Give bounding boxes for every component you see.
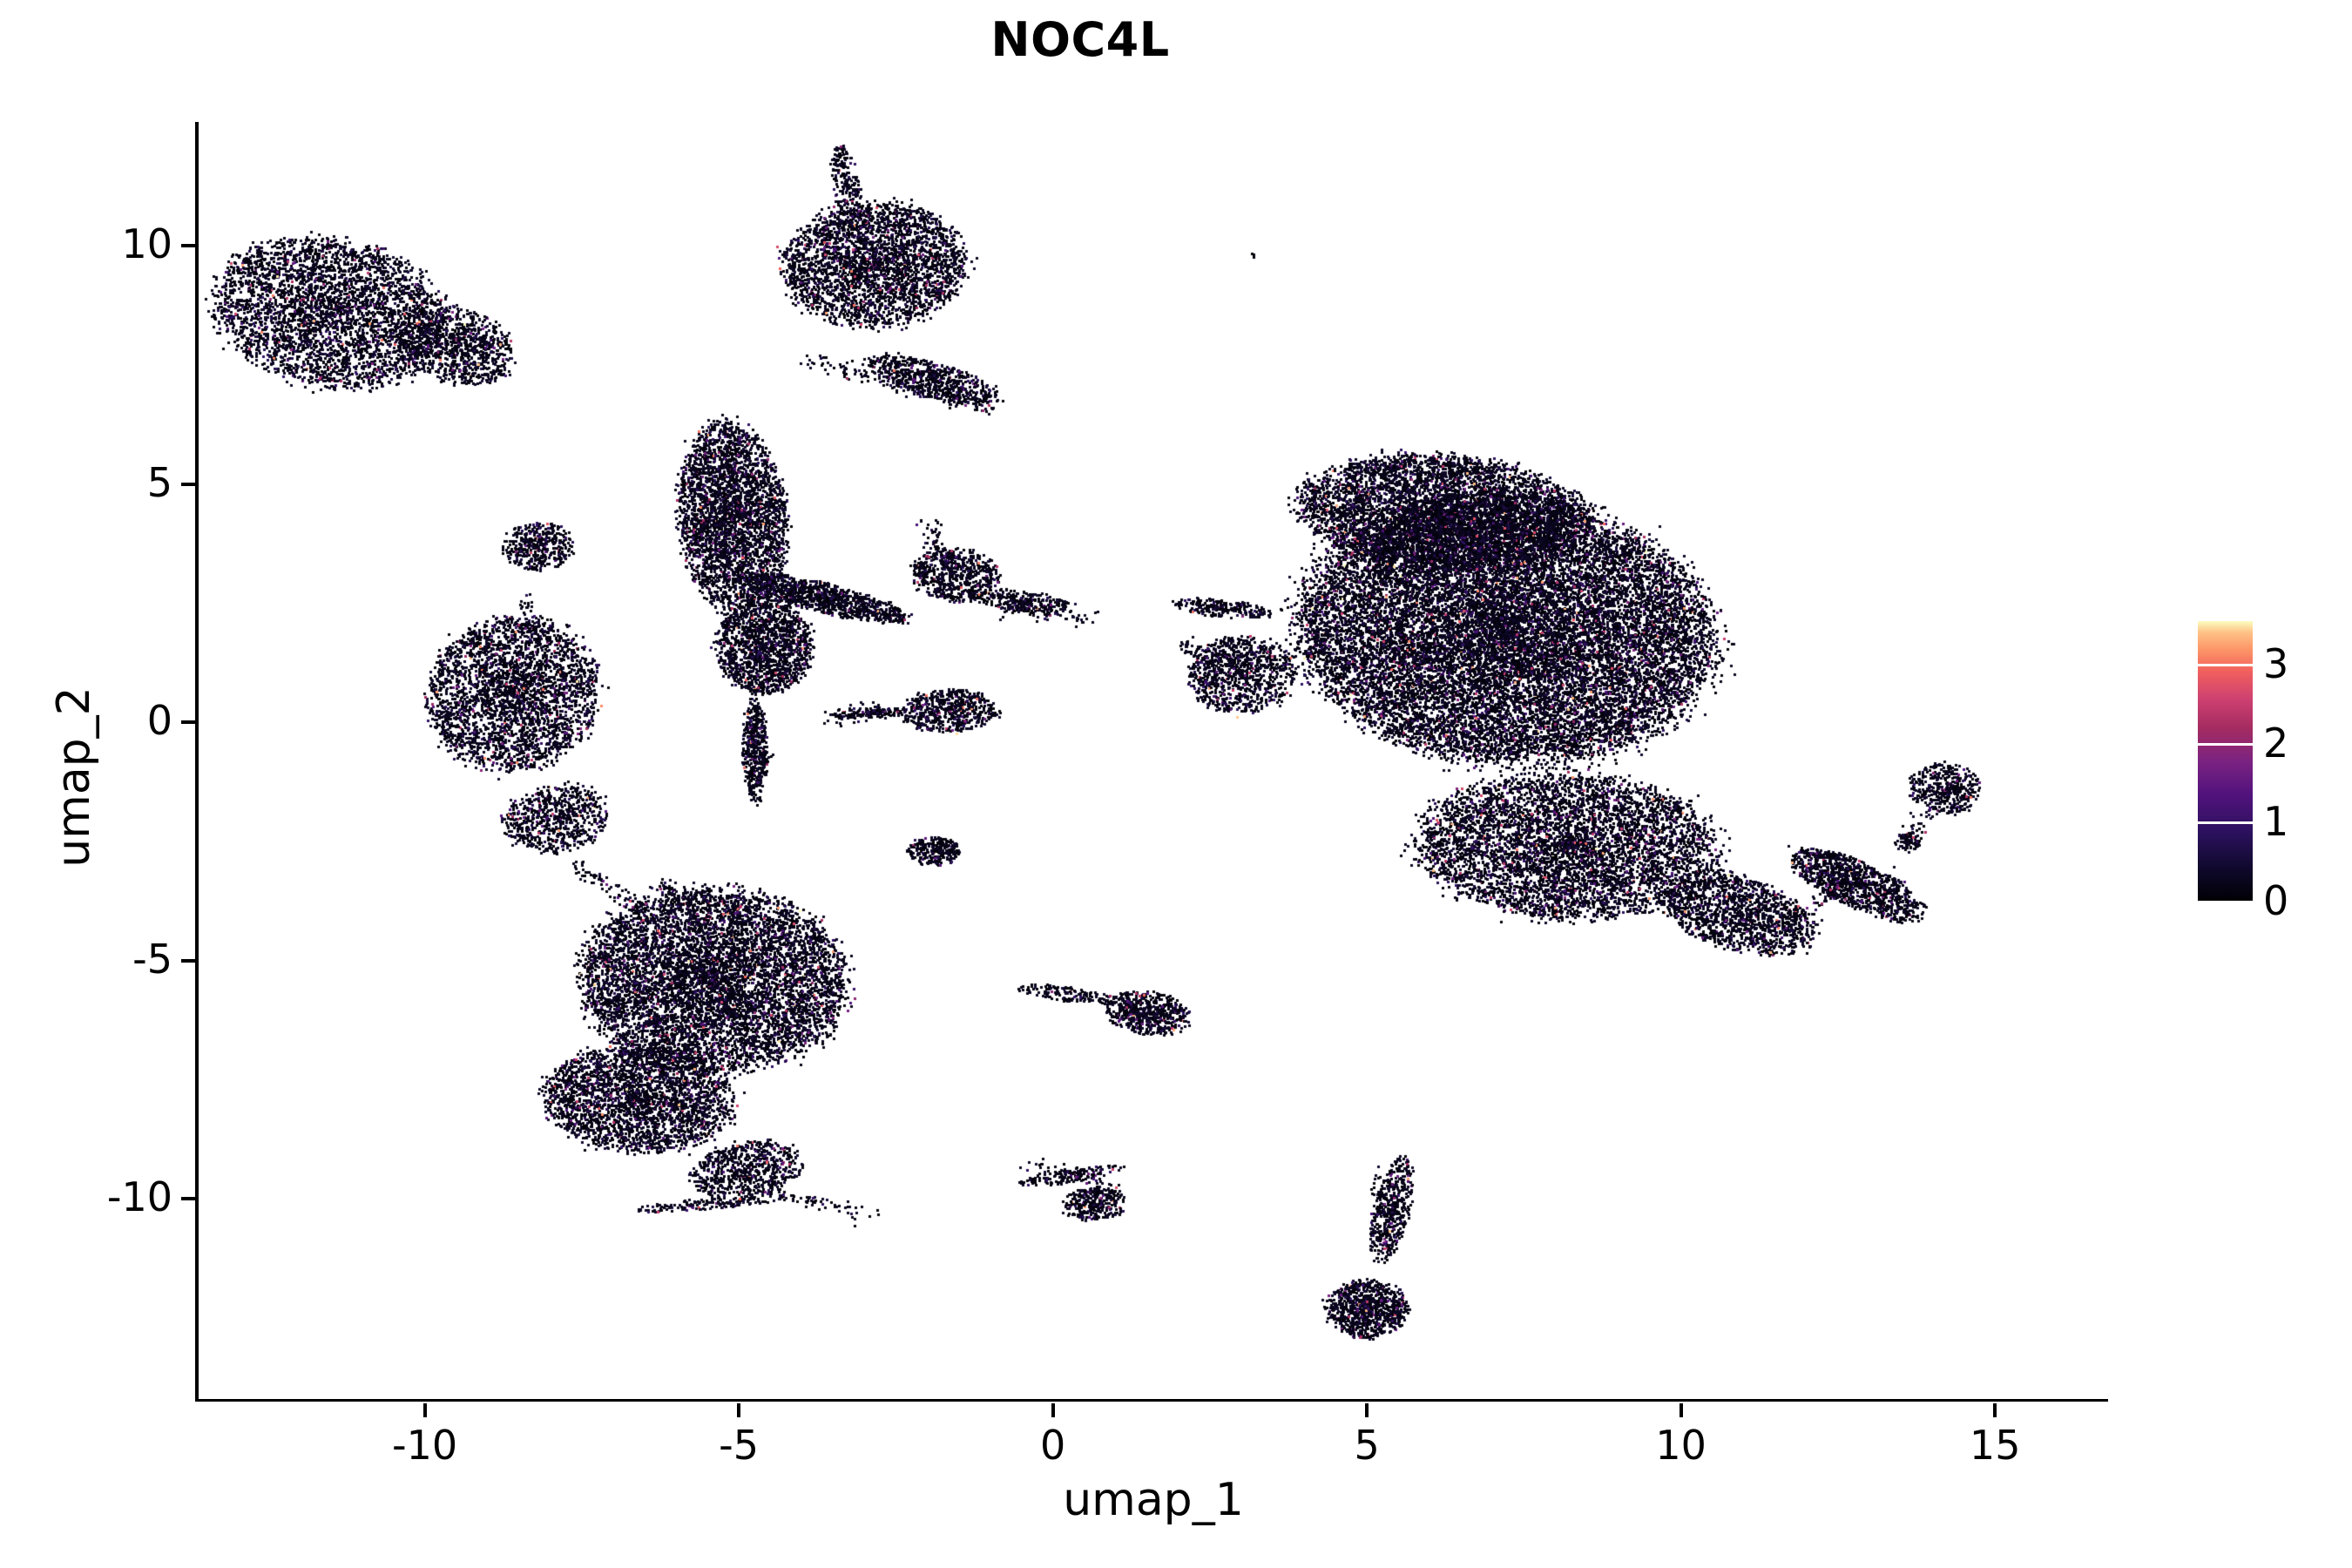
y-tick-label: 5: [146, 458, 172, 506]
colorbar-tick-label: 0: [2263, 877, 2289, 924]
y-axis-spine: [195, 122, 199, 1402]
x-tick-label: -5: [719, 1422, 760, 1469]
colorbar-tick-label: 2: [2263, 719, 2289, 767]
colorbar-tick-mark: [2198, 901, 2253, 903]
x-tick-mark: [1051, 1403, 1055, 1417]
y-tick-label: -10: [106, 1173, 172, 1221]
y-tick-mark: [181, 958, 195, 963]
x-tick-label: 10: [1655, 1422, 1707, 1469]
x-tick-mark: [737, 1403, 741, 1417]
x-tick-label: 5: [1354, 1422, 1380, 1469]
y-tick-mark: [181, 1197, 195, 1201]
colorbar-tick-label: 3: [2263, 639, 2289, 687]
y-tick-mark: [181, 244, 195, 248]
y-tick-mark: [181, 720, 195, 725]
umap-scatter-canvas: [199, 122, 2108, 1399]
colorbar-tick-label: 1: [2263, 798, 2289, 846]
y-axis-label: umap_2: [48, 686, 100, 868]
x-tick-label: 0: [1039, 1422, 1066, 1469]
x-axis-spine: [195, 1397, 2108, 1402]
x-axis-label: umap_1: [1063, 1474, 1244, 1526]
colorbar-tick-mark: [2198, 821, 2253, 825]
x-tick-mark: [1365, 1403, 1369, 1417]
x-tick-mark: [1993, 1403, 1997, 1417]
colorbar-tick-mark: [2198, 663, 2253, 666]
colorbar-tick-mark: [2198, 742, 2253, 746]
x-tick-mark: [1679, 1403, 1683, 1417]
plot-area: [199, 122, 2108, 1399]
x-tick-label: -10: [392, 1422, 458, 1469]
y-tick-label: 10: [121, 220, 172, 268]
y-tick-mark: [181, 482, 195, 486]
y-tick-label: -5: [132, 935, 172, 983]
colorbar-gradient-bar: [2198, 621, 2253, 902]
page-title: NOC4L: [990, 12, 1170, 67]
expression-colorbar: 0 1 2 3: [2195, 621, 2352, 921]
y-tick-label: 0: [146, 697, 172, 745]
x-tick-label: 15: [1969, 1422, 2021, 1469]
x-tick-mark: [422, 1403, 427, 1417]
